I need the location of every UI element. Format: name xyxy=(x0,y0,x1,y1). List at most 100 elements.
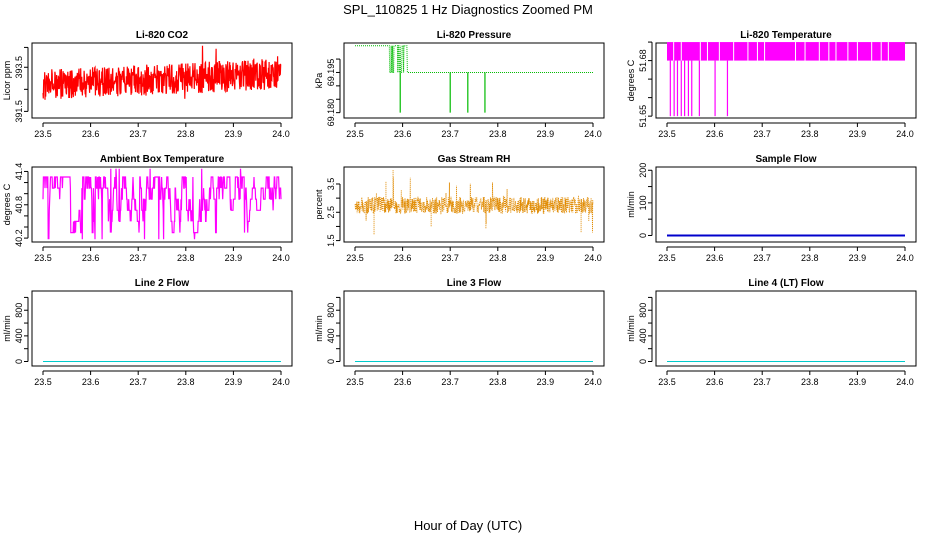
x-tick-label: 23.8 xyxy=(177,253,195,263)
y-axis-label: kPa xyxy=(314,73,324,89)
x-tick-label: 23.7 xyxy=(129,129,147,139)
series-band xyxy=(667,42,905,61)
series-line xyxy=(42,168,282,240)
y-axis-label: percent xyxy=(314,189,324,220)
y-axis-label: ml/min xyxy=(626,315,636,342)
y-tick-label: 393.5 xyxy=(14,56,24,79)
x-tick-label: 24.0 xyxy=(272,129,290,139)
x-tick-label: 23.8 xyxy=(489,253,507,263)
x-tick-label: 23.9 xyxy=(537,129,555,139)
x-tick-label: 23.8 xyxy=(801,377,819,387)
y-axis-label: degrees C xyxy=(2,183,12,225)
y-tick-label: 0 xyxy=(638,359,648,364)
chart-panel: Li-820 Pressure 23.5 23.6 23.7 23.8 23.9 24.0 6… xyxy=(314,30,605,139)
x-tick-label: 23.7 xyxy=(129,377,147,387)
x-tick-label: 23.9 xyxy=(225,377,243,387)
x-tick-label: 23.9 xyxy=(849,253,867,263)
chart-title: Gas Stream RH xyxy=(438,154,511,165)
y-tick-label: 400 xyxy=(638,328,648,343)
x-tick-label: 23.6 xyxy=(706,253,724,263)
chart-title: Li-820 Temperature xyxy=(740,30,832,41)
chart-panel: Line 3 Flow 23.5 23.6 23.7 23.8 23.9 24.0 0 400 8… xyxy=(314,278,605,387)
series-line xyxy=(355,45,593,73)
x-tick-label: 24.0 xyxy=(584,129,602,139)
x-tick-label: 24.0 xyxy=(584,377,602,387)
x-tick-label: 23.6 xyxy=(394,129,412,139)
x-tick-label: 23.9 xyxy=(537,253,555,263)
y-tick-label: 40.8 xyxy=(14,196,24,214)
figure-x-axis-label: Hour of Day (UTC) xyxy=(413,518,523,533)
x-tick-label: 23.7 xyxy=(753,129,771,139)
x-tick-label: 23.7 xyxy=(441,253,459,263)
plot-frame xyxy=(343,166,605,243)
y-axis-label: ml/min xyxy=(314,315,324,342)
x-tick-label: 24.0 xyxy=(272,253,290,263)
y-axis-label: Licor ppm xyxy=(2,61,12,101)
x-tick-label: 23.5 xyxy=(346,377,364,387)
x-tick-label: 24.0 xyxy=(584,253,602,263)
chart-panel: Line 4 (LT) Flow 23.5 23.6 23.7 23.8 23.9 24.0… xyxy=(626,278,917,387)
x-tick-label: 23.5 xyxy=(658,377,676,387)
y-tick-label: 0 xyxy=(14,359,24,364)
chart-panel: Li-820 CO2 23.5 23.6 23.7 23.8 23.9 24.0 391.5 3… xyxy=(2,30,293,139)
x-tick-label: 23.9 xyxy=(849,129,867,139)
y-tick-label: 40.2 xyxy=(14,229,24,247)
x-tick-label: 23.8 xyxy=(801,129,819,139)
y-tick-label: 69.195 xyxy=(326,59,336,87)
x-tick-label: 23.9 xyxy=(537,377,555,387)
y-tick-label: 391.5 xyxy=(14,100,24,123)
y-axis-label: ml/min xyxy=(2,315,12,342)
x-tick-label: 23.9 xyxy=(225,253,243,263)
y-tick-label: 3.5 xyxy=(326,178,336,191)
x-tick-label: 24.0 xyxy=(896,129,914,139)
chart-panel: Line 2 Flow 23.5 23.6 23.7 23.8 23.9 24.0 0 400 8… xyxy=(2,278,293,387)
plot-frame xyxy=(655,290,917,367)
series-line xyxy=(42,45,282,100)
chart-panel: Gas Stream RH 23.5 23.6 23.7 23.8 23.9 24.0 1.5… xyxy=(314,154,605,263)
chart-title: Li-820 Pressure xyxy=(437,30,512,41)
x-tick-label: 23.7 xyxy=(753,377,771,387)
plot-frame xyxy=(343,42,605,119)
x-tick-label: 23.6 xyxy=(82,129,100,139)
x-tick-label: 23.5 xyxy=(658,129,676,139)
chart-panel: Ambient Box Temperature 23.5 23.6 23.7 23.8 2… xyxy=(2,154,293,263)
chart-title: Line 4 (LT) Flow xyxy=(748,278,824,289)
x-tick-label: 23.6 xyxy=(394,377,412,387)
y-tick-label: 69.180 xyxy=(326,99,336,127)
y-tick-label: 800 xyxy=(638,303,648,318)
plot-frame xyxy=(31,290,293,367)
x-tick-label: 23.9 xyxy=(849,377,867,387)
x-tick-label: 23.6 xyxy=(706,129,724,139)
plot-frame xyxy=(343,290,605,367)
y-tick-label: 51.65 xyxy=(638,105,648,128)
x-tick-label: 23.9 xyxy=(225,129,243,139)
x-tick-label: 23.7 xyxy=(441,377,459,387)
x-tick-label: 24.0 xyxy=(272,377,290,387)
y-tick-label: 1.5 xyxy=(326,234,336,247)
series-line xyxy=(354,177,594,233)
chart-panel: Sample Flow 23.5 23.6 23.7 23.8 23.9 24.0 0 100 2… xyxy=(626,154,917,263)
y-tick-label: 41.4 xyxy=(14,163,24,181)
plot-frame xyxy=(655,166,917,243)
x-tick-label: 23.5 xyxy=(34,129,52,139)
x-tick-label: 23.7 xyxy=(441,129,459,139)
x-tick-label: 23.6 xyxy=(82,253,100,263)
x-tick-label: 23.8 xyxy=(489,129,507,139)
figure-title: SPL_110825 1 Hz Diagnostics Zoomed PM xyxy=(343,2,593,17)
x-tick-label: 23.6 xyxy=(394,253,412,263)
y-tick-label: 0 xyxy=(326,359,336,364)
y-tick-label: 400 xyxy=(14,328,24,343)
y-tick-label: 800 xyxy=(326,303,336,318)
plot-frame xyxy=(31,166,293,243)
chart-panel: Li-820 Temperature 23.5 23.6 23.7 23.8 23.9 24… xyxy=(626,30,917,139)
chart-title: Ambient Box Temperature xyxy=(100,154,225,165)
chart-title: Li-820 CO2 xyxy=(136,30,189,41)
y-axis-label: ml/min xyxy=(626,191,636,218)
x-tick-label: 23.5 xyxy=(658,253,676,263)
x-tick-label: 23.8 xyxy=(489,377,507,387)
y-tick-label: 51.68 xyxy=(638,49,648,72)
x-tick-label: 23.8 xyxy=(177,129,195,139)
x-tick-label: 23.5 xyxy=(346,129,364,139)
y-tick-label: 0 xyxy=(638,233,648,238)
